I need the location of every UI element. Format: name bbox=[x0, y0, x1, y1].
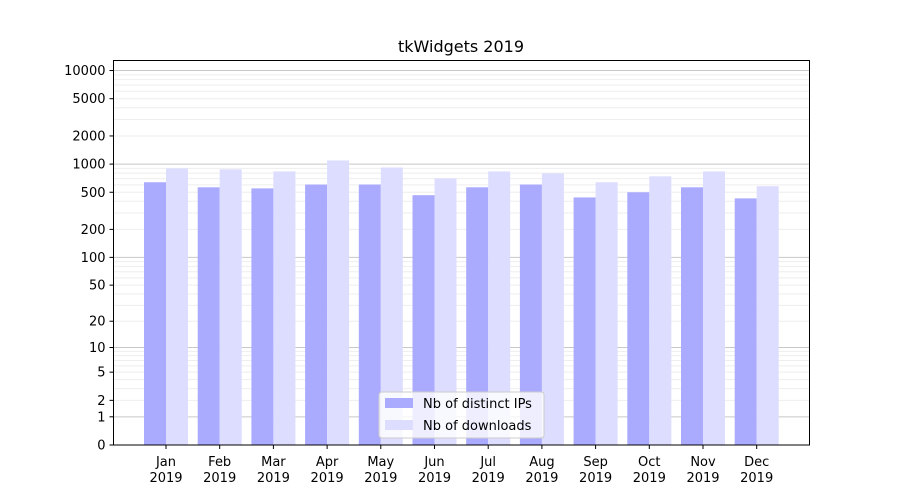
x-tick-label-year: 2019 bbox=[418, 471, 451, 486]
bar-downloads bbox=[703, 171, 725, 445]
bar-distinct-ips bbox=[519, 184, 542, 445]
bar-distinct-ips bbox=[358, 184, 381, 445]
chart-title: tkWidgets 2019 bbox=[398, 37, 524, 56]
x-tick-label-month: Jul bbox=[479, 455, 496, 470]
bar-downloads bbox=[219, 169, 242, 445]
x-tick-label-year: 2019 bbox=[579, 471, 612, 486]
bar-downloads bbox=[327, 160, 350, 446]
x-tick-label-month: Mar bbox=[261, 455, 286, 470]
bar-distinct-ips bbox=[573, 197, 596, 445]
x-tick-label-month: Aug bbox=[529, 455, 554, 470]
legend-swatch-downloads bbox=[385, 420, 413, 430]
x-tick-label-month: May bbox=[367, 455, 394, 470]
x-tick-label-year: 2019 bbox=[472, 471, 505, 486]
bar-distinct-ips bbox=[466, 187, 489, 445]
x-tick-label-month: Dec bbox=[744, 455, 769, 470]
x-tick-label-month: Nov bbox=[690, 455, 716, 470]
x-tick-label-month: Jun bbox=[423, 455, 444, 470]
x-tick-label-month: Jan bbox=[155, 455, 176, 470]
x-tick-label-month: Oct bbox=[638, 455, 660, 470]
x-tick-label-year: 2019 bbox=[311, 471, 344, 486]
y-tick-label: 10 bbox=[89, 341, 106, 356]
legend-label-ips: Nb of distinct IPs bbox=[423, 397, 532, 412]
y-axis: 0 12 5 10 20 50 100 200 500 1000 2000 5000 10000 bbox=[64, 64, 114, 454]
legend: Nb of distinct IPs Nb of downloads bbox=[378, 391, 545, 439]
x-tick-label-year: 2019 bbox=[633, 471, 666, 486]
bar-downloads bbox=[756, 186, 779, 445]
bar-distinct-ips bbox=[305, 184, 328, 445]
x-tick-label-year: 2019 bbox=[525, 471, 558, 486]
x-tick-label-month: Feb bbox=[208, 455, 231, 470]
y-tick-label: 2000 bbox=[72, 129, 105, 144]
y-tick-label: 0 bbox=[97, 439, 105, 454]
bar-distinct-ips bbox=[681, 187, 703, 445]
y-tick-label: 10000 bbox=[64, 64, 105, 79]
y-tick-label: 500 bbox=[81, 186, 106, 201]
bar-distinct-ips bbox=[144, 182, 166, 446]
x-axis: Jan2019Feb2019Mar2019Apr2019May2019Jun20… bbox=[149, 445, 773, 486]
x-tick-label-year: 2019 bbox=[740, 471, 773, 486]
bar-downloads bbox=[541, 173, 564, 445]
plot-frame bbox=[113, 60, 810, 446]
bar-downloads bbox=[166, 168, 188, 445]
bars bbox=[144, 160, 779, 446]
y-tick-label: 1 bbox=[97, 410, 105, 425]
x-tick-label-year: 2019 bbox=[149, 471, 182, 486]
legend-box bbox=[378, 391, 545, 439]
x-tick-label-month: Apr bbox=[316, 455, 339, 470]
y-tick-label: 200 bbox=[81, 223, 106, 238]
y-tick-label: 50 bbox=[89, 279, 106, 294]
y-tick-label: 5000 bbox=[72, 92, 105, 107]
bar-downloads bbox=[488, 171, 511, 445]
y-tick-label: 2 bbox=[97, 394, 105, 409]
bar-distinct-ips bbox=[734, 198, 757, 445]
legend-swatch-ips bbox=[385, 398, 413, 408]
bar-distinct-ips bbox=[197, 187, 220, 445]
x-tick-label-year: 2019 bbox=[257, 471, 290, 486]
y-tick-label: 20 bbox=[89, 315, 106, 330]
y-tick-label: 100 bbox=[81, 251, 106, 266]
y-tick-label: 1000 bbox=[72, 158, 105, 173]
bar-downloads bbox=[595, 182, 618, 446]
x-tick-label-year: 2019 bbox=[686, 471, 719, 486]
x-tick-label-month: Sep bbox=[583, 455, 608, 470]
legend-label-downloads: Nb of downloads bbox=[423, 419, 532, 434]
y-tick-label: 5 bbox=[97, 366, 105, 381]
bar-downloads bbox=[380, 167, 403, 445]
bar-distinct-ips bbox=[627, 192, 650, 445]
bar-distinct-ips bbox=[412, 195, 435, 445]
x-tick-label-year: 2019 bbox=[203, 471, 236, 486]
bar-downloads bbox=[273, 171, 296, 445]
bar-downloads bbox=[434, 178, 457, 445]
x-tick-label-year: 2019 bbox=[364, 471, 397, 486]
bar-downloads bbox=[649, 176, 672, 445]
bar-distinct-ips bbox=[251, 188, 274, 446]
